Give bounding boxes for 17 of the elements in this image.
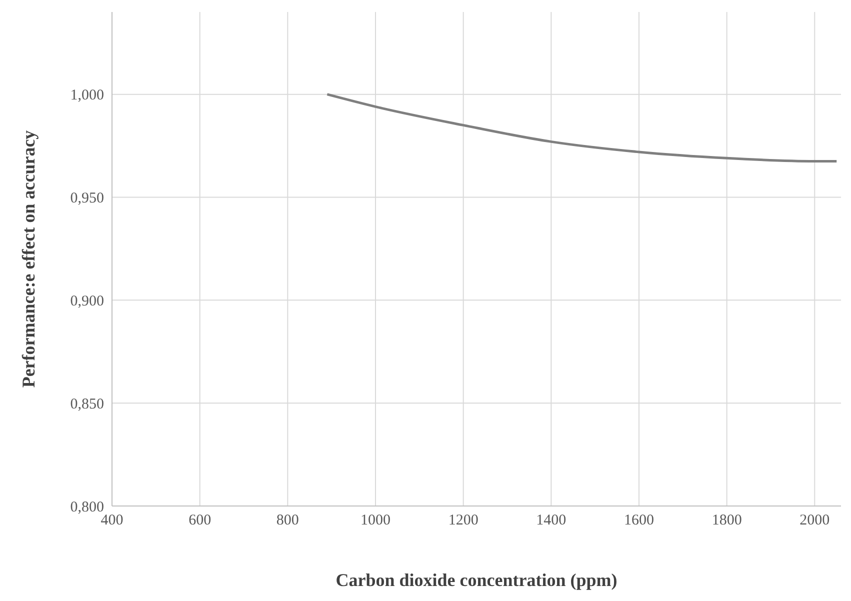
line-series (326, 93, 838, 162)
y-tick-label: 0,950 (70, 190, 104, 207)
y-axis-title: Performance:e effect on accuracy (18, 130, 38, 388)
x-tick-label: 1000 (360, 512, 390, 529)
y-tick-label: 1,000 (70, 88, 104, 104)
x-tick-label: 1600 (624, 512, 654, 529)
x-tick-label: 1800 (712, 512, 742, 529)
y-tick-label: 0,800 (70, 499, 104, 516)
x-tick-label: 800 (276, 512, 299, 529)
x-axis-title: Carbon dioxide concentration (ppm) (336, 570, 618, 590)
y-tick-label: 0,850 (70, 396, 104, 412)
x-tick-label: 1400 (536, 512, 566, 529)
x-tick-label: 600 (188, 512, 212, 529)
x-tick-label: 2000 (800, 512, 830, 529)
x-tick-label: 400 (100, 512, 124, 529)
x-tick-label: 1200 (448, 512, 478, 529)
y-tick-label: 0,900 (70, 293, 104, 310)
